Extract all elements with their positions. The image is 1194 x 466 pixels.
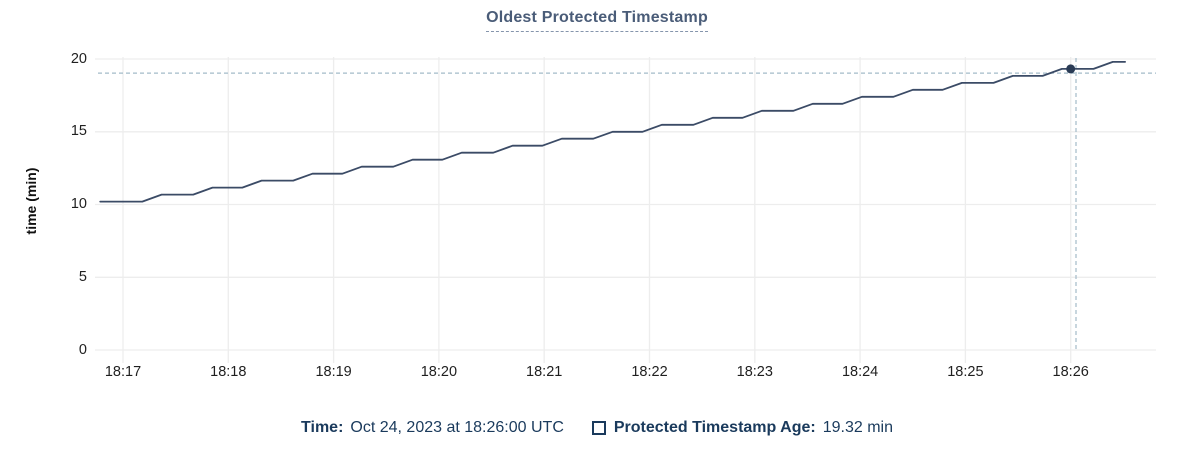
legend-swatch-icon[interactable] (591, 421, 606, 435)
series-line-protected-timestamp-age (99, 61, 1126, 203)
y-tick-label: 10 (70, 196, 87, 212)
y-tick-label: 15 (70, 123, 87, 140)
legend-series-label: Protected Timestamp Age: (613, 419, 816, 436)
y-tick-label: 20 (70, 50, 87, 67)
x-tick-label: 18:26 (1052, 364, 1089, 380)
tooltip-time-value: Oct 24, 2023 at 18:26:00 UTC (350, 419, 564, 436)
x-tick-label: 18:18 (210, 364, 247, 380)
y-tick-label: 0 (78, 341, 87, 358)
chart-legend: Time: Oct 24, 2023 at 18:26:00 UTC Prote… (0, 419, 1194, 437)
x-tick-label: 18:19 (315, 364, 352, 380)
title-row: Oldest Protected Timestamp (0, 9, 1194, 32)
x-tick-label: 18:25 (947, 364, 984, 380)
x-tick-label: 18:22 (631, 364, 668, 380)
x-tick-label: 18:20 (420, 364, 458, 380)
y-tick-label: 5 (78, 268, 87, 285)
legend-series-value: 19.32 min (822, 419, 893, 436)
tooltip-time: Time: Oct 24, 2023 at 18:26:00 UTC (301, 419, 564, 437)
hover-point-marker (1066, 64, 1076, 74)
x-tick-label: 18:17 (104, 364, 142, 380)
x-tick-label: 18:21 (526, 364, 563, 380)
legend-item-protected-timestamp-age[interactable]: Protected Timestamp Age: 19.32 min (591, 419, 893, 437)
chart-title[interactable]: Oldest Protected Timestamp (486, 9, 708, 32)
x-tick-label: 18:24 (841, 364, 879, 380)
tooltip-time-label: Time: (301, 419, 344, 436)
x-tick-label: 18:23 (736, 364, 773, 380)
